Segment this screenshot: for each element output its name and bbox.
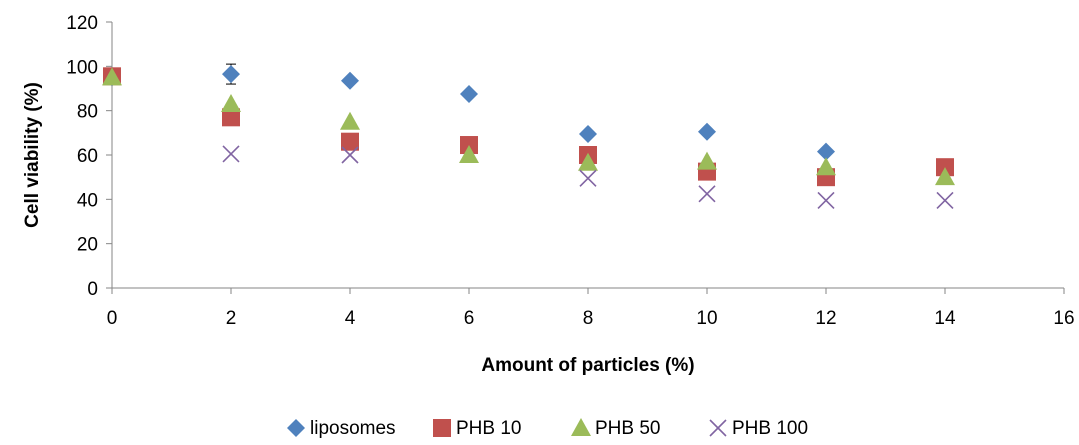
axes	[106, 21, 1065, 294]
x-tick-label: 12	[815, 308, 836, 329]
data-point-phb-50	[578, 152, 598, 171]
legend-marker-phb-10	[433, 419, 451, 437]
legend-marker-phb-100	[709, 419, 727, 437]
data-point-phb-50	[102, 67, 122, 86]
data-point-phb-100	[579, 169, 597, 187]
data-point-liposomes	[460, 85, 478, 104]
x-tick-label: 0	[107, 308, 118, 329]
legend-item-phb-50: PHB 50	[571, 418, 660, 439]
x-tick-label: 14	[934, 308, 956, 329]
data-point-liposomes	[222, 65, 240, 84]
x-tick-label: 16	[1053, 308, 1074, 329]
y-tick-label: 0	[87, 279, 98, 300]
data-point-liposomes	[341, 71, 359, 90]
x-axis-title: Amount of particles (%)	[481, 355, 694, 376]
y-tick-label: 60	[77, 146, 98, 167]
legend: liposomes PHB 10 PHB 50 PHB 100	[287, 418, 808, 439]
legend-label-phb-10: PHB 10	[456, 418, 521, 439]
tick-labels: 0 20 40 60 80 100 120 0 2 4 6 8 10 12 14 16	[66, 13, 1074, 329]
y-tick-label: 100	[66, 57, 98, 78]
y-tick-label: 20	[77, 235, 98, 256]
x-tick-label: 2	[226, 308, 237, 329]
legend-label-liposomes: liposomes	[310, 418, 396, 439]
legend-marker-liposomes	[287, 419, 305, 437]
x-tick-label: 6	[464, 308, 475, 329]
marker-stroke	[936, 191, 954, 210]
data-point-liposomes	[698, 122, 716, 141]
data-point-phb-100	[817, 191, 835, 210]
data-point-phb-100	[698, 185, 716, 203]
data-point-phb-100	[341, 146, 359, 164]
data-point-liposomes	[817, 142, 835, 161]
data-point-phb-100	[222, 145, 240, 163]
data-point-phb-50	[816, 157, 836, 176]
x-tick-label: 10	[696, 308, 717, 329]
data-point-phb-100	[936, 191, 954, 210]
marker-stroke	[709, 419, 727, 437]
marker-stroke	[579, 169, 597, 187]
y-tick-label: 120	[66, 13, 98, 34]
data-point-phb-50	[340, 111, 360, 130]
series-phb-50	[102, 67, 955, 186]
y-axis-title: Cell viability (%)	[22, 82, 43, 228]
data-point-liposomes	[579, 124, 597, 143]
marker-stroke	[698, 185, 716, 203]
x-tick-label: 8	[583, 308, 594, 329]
legend-label-phb-100: PHB 100	[732, 418, 808, 439]
data-point-phb-50	[459, 145, 479, 163]
marker-stroke	[341, 146, 359, 164]
data-point-phb-50	[697, 151, 717, 170]
data-marks	[102, 63, 955, 210]
y-tick-label: 80	[77, 102, 98, 123]
marker-stroke	[222, 145, 240, 163]
series-phb-100	[222, 145, 954, 210]
legend-item-phb-100: PHB 100	[709, 418, 808, 439]
legend-label-phb-50: PHB 50	[595, 418, 660, 439]
data-point-phb-50	[221, 94, 241, 113]
legend-item-phb-10: PHB 10	[433, 418, 521, 439]
legend-marker-phb-50	[571, 418, 591, 436]
marker-stroke	[817, 191, 835, 210]
data-point-phb-10	[222, 108, 240, 127]
x-tick-label: 4	[345, 308, 356, 329]
legend-item-liposomes: liposomes	[287, 418, 396, 439]
y-tick-label: 40	[77, 190, 98, 211]
data-point-phb-10	[341, 132, 359, 151]
data-point-phb-50	[935, 167, 955, 186]
